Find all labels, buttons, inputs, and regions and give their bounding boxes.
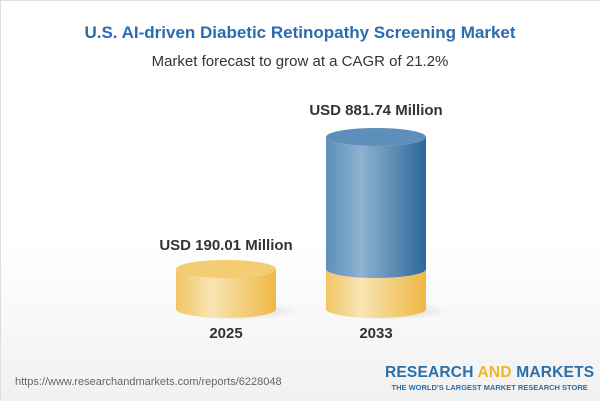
cylinder-2033-growth-body — [326, 137, 426, 278]
cylinder-2025-body — [176, 269, 276, 318]
x-tick-2033: 2033 — [359, 325, 392, 342]
x-tick-2025: 2025 — [209, 325, 242, 342]
cylinder-2025-top — [176, 260, 276, 278]
data-label-2025: USD 190.01 Million — [159, 237, 292, 254]
research-and-markets-logo: RESEARCH AND MARKETS THE WORLD'S LARGEST… — [385, 364, 595, 392]
data-label-2033: USD 881.74 Million — [309, 102, 442, 119]
chart-title: U.S. AI-driven Diabetic Retinopathy Scre… — [84, 23, 516, 42]
cylinder-2033-base-body — [326, 269, 426, 318]
source-url[interactable]: https://www.researchandmarkets.com/repor… — [15, 376, 282, 388]
cylinder-2033-growth-top — [326, 128, 426, 146]
chart-subtitle: Market forecast to grow at a CAGR of 21.… — [151, 53, 449, 70]
